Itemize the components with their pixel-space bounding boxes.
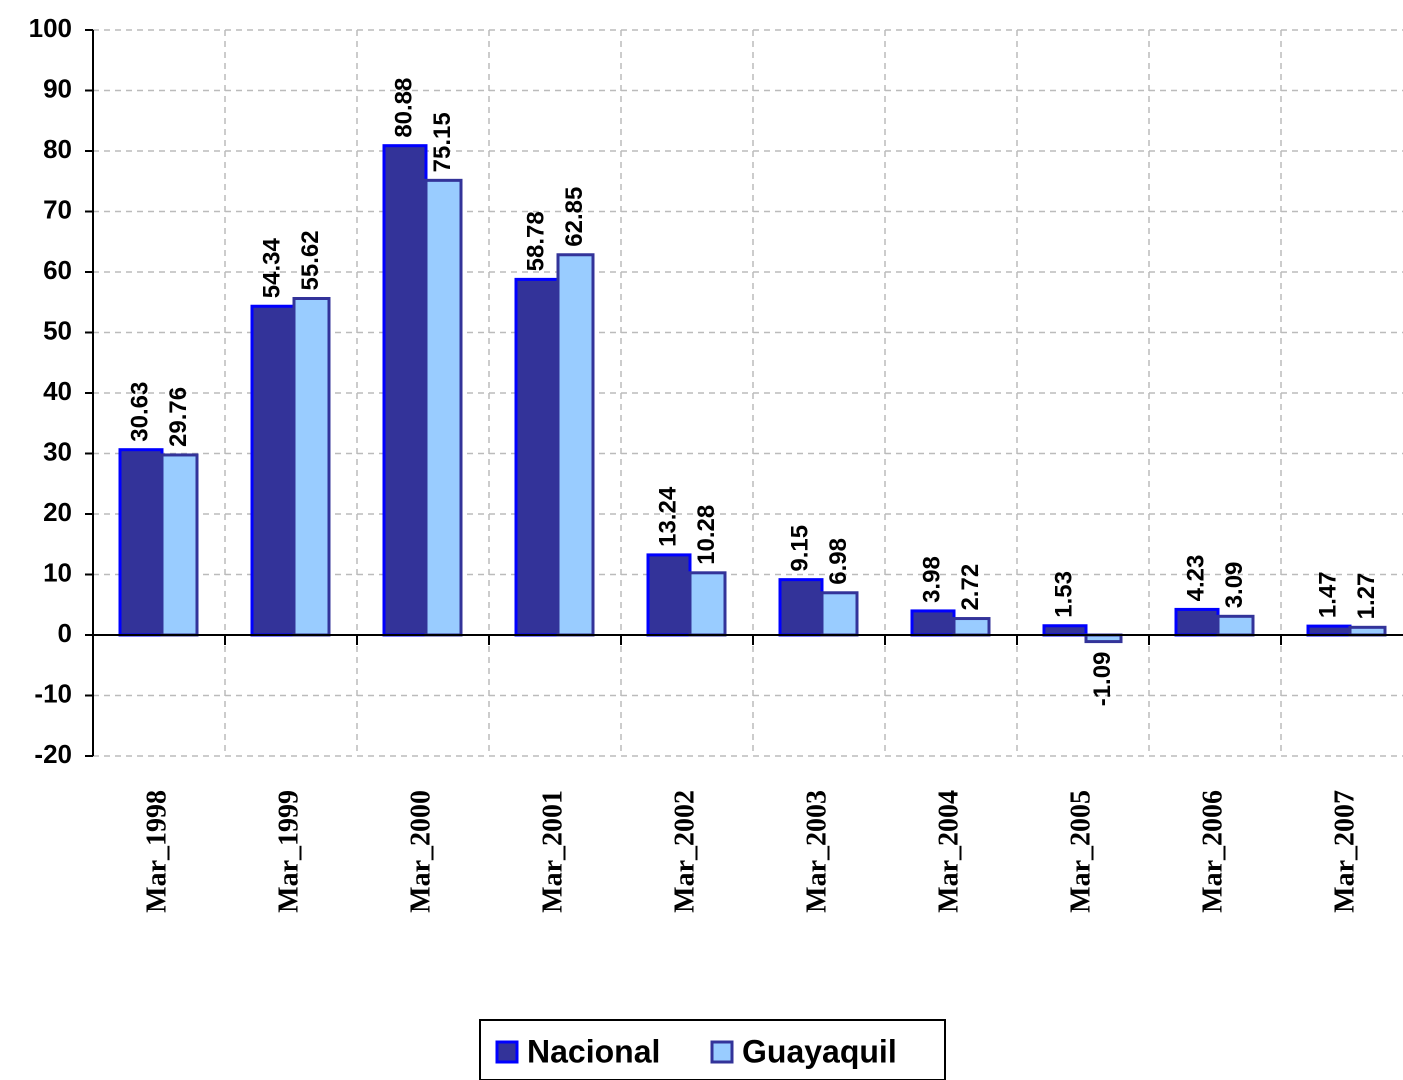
bar	[514, 277, 560, 637]
x-tick-label: Mar_2007	[1329, 790, 1360, 913]
bar	[1042, 624, 1088, 637]
bar	[688, 571, 727, 637]
y-tick-label: 30	[43, 436, 72, 466]
value-label: 29.76	[165, 387, 192, 447]
bar	[118, 448, 164, 637]
value-label: 62.85	[561, 187, 588, 247]
bar	[160, 453, 199, 637]
value-label: 9.15	[786, 525, 813, 572]
value-label: 3.09	[1221, 562, 1248, 609]
legend-swatch	[495, 1040, 519, 1064]
bar	[1348, 625, 1387, 637]
y-tick-label: 50	[43, 315, 72, 345]
bar	[1174, 607, 1220, 637]
bar	[292, 296, 331, 637]
bar	[646, 553, 692, 637]
value-label: 1.47	[1314, 571, 1341, 618]
value-label: 1.27	[1353, 573, 1380, 620]
value-label: -1.09	[1089, 652, 1116, 707]
value-label: 55.62	[297, 230, 324, 290]
legend-label: Guayaquil	[742, 1033, 897, 1069]
value-label: 4.23	[1182, 555, 1209, 602]
y-tick-label: -20	[34, 739, 72, 769]
value-label: 3.98	[918, 556, 945, 603]
bar	[556, 253, 595, 637]
value-label: 6.98	[825, 538, 852, 585]
value-label: 30.63	[126, 382, 153, 442]
x-tick-label: Mar_2004	[933, 790, 964, 913]
x-tick-label: Mar_2003	[801, 790, 832, 913]
x-tick-label: Mar_2005	[1065, 790, 1096, 913]
x-tick-label: Mar_1999	[273, 790, 304, 913]
bar	[250, 304, 296, 637]
y-tick-label: 70	[43, 194, 72, 224]
y-tick-label: 100	[29, 13, 72, 43]
x-tick-label: Mar_2006	[1197, 790, 1228, 913]
value-label: 75.15	[429, 112, 456, 172]
x-tick-label: Mar_1998	[141, 790, 172, 913]
value-label: 13.24	[654, 486, 681, 547]
y-tick-label: 90	[43, 73, 72, 103]
bar	[778, 578, 824, 637]
value-label: 10.28	[693, 505, 720, 565]
bar	[382, 144, 428, 637]
bar	[1216, 614, 1255, 637]
value-label: 54.34	[258, 238, 285, 299]
x-tick-label: Mar_2001	[537, 790, 568, 913]
y-tick-label: 0	[58, 618, 72, 648]
bar	[424, 178, 463, 637]
bar	[952, 617, 991, 637]
legend-swatch	[710, 1040, 734, 1064]
y-tick-label: 10	[43, 557, 72, 587]
x-tick-label: Mar_2002	[669, 790, 700, 913]
value-label: 80.88	[390, 78, 417, 138]
y-tick-label: -10	[34, 678, 72, 708]
value-label: 1.53	[1050, 571, 1077, 618]
x-tick-label: Mar_2000	[405, 790, 436, 913]
bar	[1306, 624, 1352, 637]
value-label: 2.72	[957, 564, 984, 611]
legend-label: Nacional	[527, 1033, 660, 1069]
y-tick-label: 40	[43, 376, 72, 406]
bar	[820, 591, 859, 637]
bar	[910, 609, 956, 637]
value-label: 58.78	[522, 211, 549, 271]
y-tick-label: 60	[43, 255, 72, 285]
y-tick-label: 80	[43, 134, 72, 164]
y-tick-label: 20	[43, 497, 72, 527]
